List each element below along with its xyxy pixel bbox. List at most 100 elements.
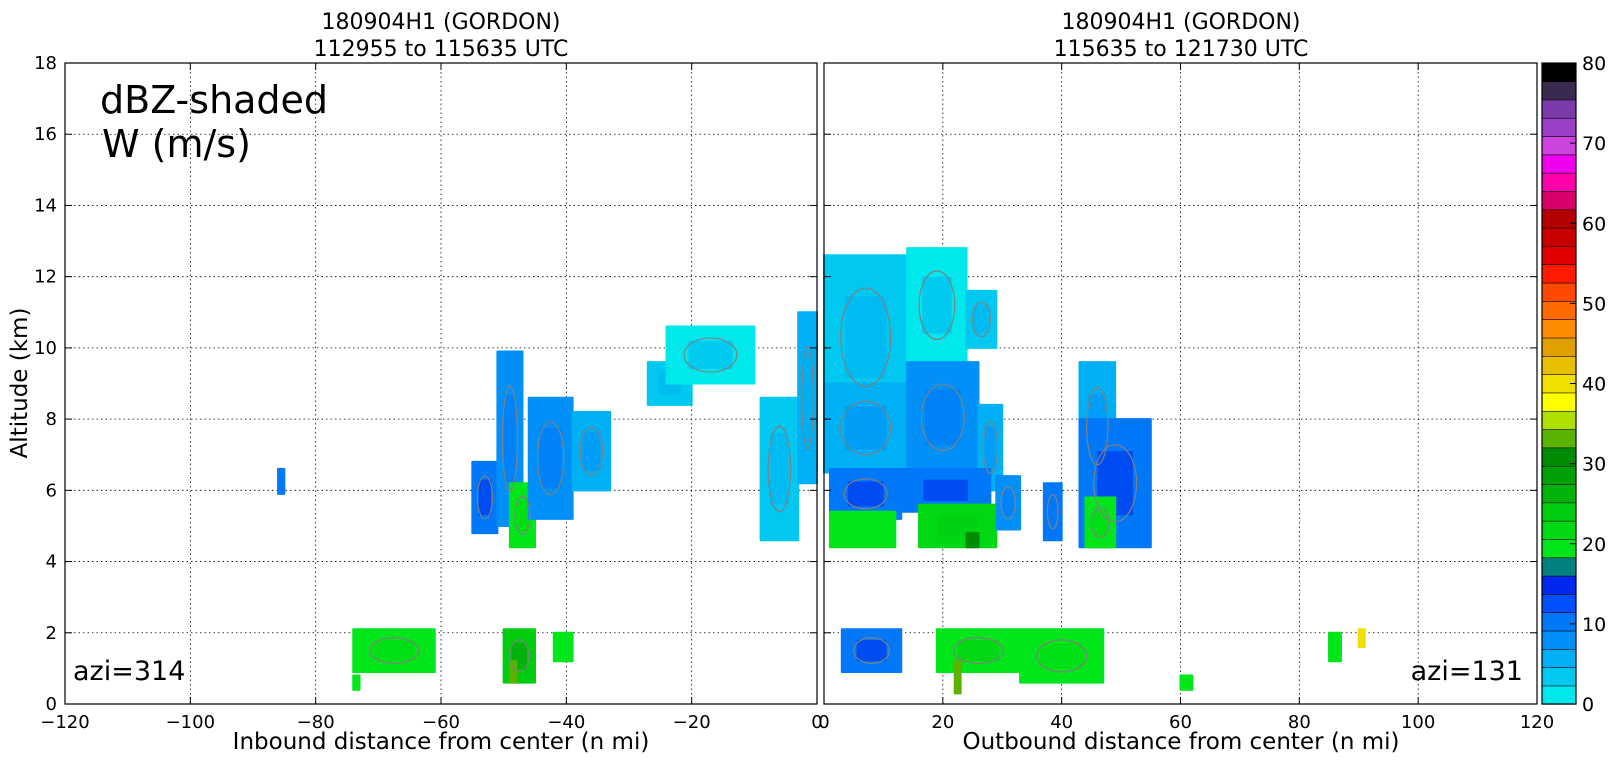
colorbar-tick-label: 30 [1582,454,1606,476]
right-xtick-label: 0 [818,712,829,733]
colorbar-swatch-30 [1541,135,1577,156]
colorbar-swatch-29 [1541,154,1577,174]
right-reflectivity-core-1 [922,276,952,334]
right-panel: 0 20 40 60 80 100 120 180904H1 (GORDON) 115635… [818,10,1554,755]
left-w-contour-9 [801,345,814,450]
colorbar-tick-label: 0 [1582,694,1594,716]
right-xtick-label: 80 [1288,712,1311,733]
colorbar-swatch-16 [1541,392,1577,412]
right-reflectivity-core-3 [844,405,887,451]
colorbar-swatch-5 [1541,593,1577,614]
colorbar-swatch-31 [1541,117,1577,137]
right-reflectivity-core-11 [1002,489,1015,517]
left-contour-layer [368,337,814,673]
left-reflectivity-patch-9 [797,311,819,485]
right-reflectivity-core-17 [957,639,1000,662]
left-ytick-label: 0 [46,694,57,715]
colorbar-swatch-33 [1541,81,1577,101]
right-reflectivity-core-2 [974,305,989,334]
colorbar-swatch-6 [1541,575,1577,595]
right-contour-layer [840,270,1138,673]
right-w-contour-2 [971,301,991,338]
left-xtick-label: −100 [166,712,215,733]
left-ytick-label: 4 [46,552,57,573]
colorbar-swatch-2 [1541,648,1577,668]
left-w-contour-8 [767,425,792,513]
right-reflectivity-patch-21 [1328,631,1342,663]
right-w-contour-5 [982,421,999,474]
colorbar-swatch-21 [1541,300,1577,321]
right-w-contour-6 [843,478,888,510]
left-panel: −120 −100 −80 −60 −40 −20 0 0 2 4 6 8 10 12 14 16 18 18… [7,10,823,755]
annotation-title: dBZ-shaded [100,78,328,122]
left-w-contour-1 [476,475,493,520]
right-w-contour-4 [920,383,965,452]
colorbar-swatch-23 [1541,264,1577,284]
left-xtick-label: −120 [40,712,89,733]
right-reflectivity-patch-22 [1357,628,1366,649]
left-title-line2: 112955 to 115635 UTC [314,37,569,62]
left-w-contour-5 [579,427,604,476]
left-title-line1: 180904H1 (GORDON) [321,10,560,35]
right-xtick-label: 20 [931,712,954,733]
right-w-contour-0 [840,287,892,387]
right-xtick-label: 120 [1520,712,1554,733]
left-ytick-label: 16 [34,124,57,145]
right-reflectivity-core-15 [1092,509,1108,535]
colorbar-swatch-9 [1541,520,1577,540]
right-w-contour-16 [853,637,890,665]
left-ytick-label: 18 [34,53,57,74]
right-w-contour-13 [1086,387,1109,466]
left-reflectivity-core-10 [373,639,415,662]
right-reflectivity-core-0 [844,296,887,379]
colorbar-swatch-0 [1541,685,1577,705]
left-xtick-label: −60 [422,712,460,733]
colorbar-swatch-19 [1541,337,1577,357]
right-w-contour-1 [918,270,956,340]
right-w-contour-15 [1090,506,1110,538]
left-x-ticks: −120 −100 −80 −60 −40 −20 0 [40,63,823,733]
right-reflectivity-core-6 [847,481,884,507]
right-xtick-label: 100 [1401,712,1435,733]
left-reflectivity-patch-12 [508,660,518,684]
colorbar-tick-label: 50 [1582,293,1606,315]
right-w-contour-18 [1036,639,1088,673]
right-reflectivity-patch-8 [828,510,897,549]
left-reflectivity-patch-0 [277,467,286,495]
right-reflectivity-patch-19 [953,660,962,695]
colorbar-tick-label: 40 [1582,374,1606,396]
colorbar-tick-label: 80 [1582,53,1606,75]
right-azimuth-label: azi=131 [1411,656,1523,687]
colorbar-swatch-34 [1541,62,1577,82]
left-azimuth-label: azi=314 [73,656,185,687]
right-w-contour-17 [952,637,1005,665]
right-reflectivity-core-9 [938,515,977,537]
left-xtick-label: 0 [811,712,822,733]
right-w-contour-14 [1093,444,1138,523]
left-ytick-label: 2 [46,623,57,644]
right-w-contour-12 [1046,494,1059,530]
colorbar-swatches [1541,62,1577,705]
colorbar-swatch-27 [1541,190,1577,211]
right-y-ticks [824,62,1537,705]
right-reflectivity-patch-12 [1042,482,1063,542]
left-ytick-label: 8 [46,409,57,430]
colorbar-tick-label: 60 [1582,213,1606,235]
right-x-ticks: 0 20 40 60 80 100 120 [818,63,1554,733]
right-xtick-label: 60 [1169,712,1192,733]
colorbar-swatch-10 [1541,502,1577,522]
colorbar-swatch-4 [1541,612,1577,632]
right-reflectivity-core-7 [923,479,969,502]
left-w-contour-7 [683,337,738,373]
left-reflectivity-patch-13 [552,631,574,663]
left-ytick-label: 6 [46,480,57,501]
left-ytick-label: 12 [34,267,57,288]
right-reflectivity-patch-10 [965,532,980,549]
right-reflectivity-core-5 [984,426,997,469]
colorbar-swatch-15 [1541,410,1577,430]
left-reflectivity-core-5 [582,431,601,471]
left-y-ticks: 0 2 4 6 8 10 12 14 16 18 [34,53,817,715]
colorbar-swatch-14 [1541,428,1577,449]
